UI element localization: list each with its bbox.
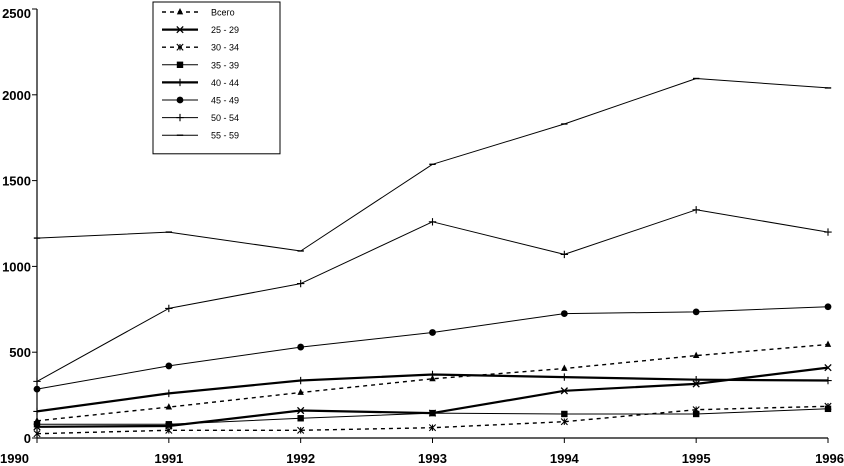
y-tick-label: 2000 xyxy=(2,88,31,103)
series-5 xyxy=(33,370,832,416)
data-point xyxy=(33,407,41,416)
legend-marker xyxy=(176,25,184,34)
data-point xyxy=(297,406,305,415)
data-point xyxy=(560,310,568,317)
data-point xyxy=(165,421,173,428)
data-point xyxy=(428,370,437,379)
legend-entry: 40 - 44 xyxy=(162,78,239,88)
data-point xyxy=(165,426,173,434)
data-point xyxy=(297,415,304,422)
x-tick-label: 1994 xyxy=(550,451,580,466)
legend-entry: 30 - 34 xyxy=(162,43,239,53)
y-tick-label: 1500 xyxy=(2,174,31,189)
legend-entry: 50 - 54 xyxy=(162,113,239,123)
series-3 xyxy=(33,402,832,438)
x-tick-label: 1990 xyxy=(0,451,29,466)
legend-marker xyxy=(176,78,184,87)
legend-marker xyxy=(176,96,184,104)
x-tick-label: 1995 xyxy=(682,451,711,466)
data-point xyxy=(692,375,700,384)
legend-entry: 55 - 59 xyxy=(162,131,239,141)
data-point xyxy=(429,329,436,336)
legend: Всего 25 - 29 30 - 34 35 - 39 40 - 44 45 - 49… xyxy=(152,1,281,155)
legend-marker xyxy=(176,8,184,15)
legend-entry: 45 - 49 xyxy=(162,96,239,106)
y-tick-label: 500 xyxy=(9,345,31,360)
legend-marker xyxy=(176,43,184,51)
data-point xyxy=(560,418,568,426)
legend-entry: 25 - 29 xyxy=(162,25,239,35)
data-point xyxy=(692,351,700,359)
data-point xyxy=(824,405,832,413)
series-6 xyxy=(33,303,832,393)
legend-label: 40 - 44 xyxy=(211,78,239,88)
y-tick-label: 0 xyxy=(24,431,31,446)
series-4 xyxy=(33,405,832,428)
data-point xyxy=(692,206,700,214)
legend-label: 30 - 34 xyxy=(211,43,239,53)
data-point xyxy=(429,409,436,417)
data-point xyxy=(824,340,832,347)
legend-label: 45 - 49 xyxy=(211,96,239,106)
legend-label: 35 - 39 xyxy=(211,60,239,70)
series-group xyxy=(33,77,832,438)
data-point xyxy=(824,228,832,236)
data-point xyxy=(165,304,173,313)
data-point xyxy=(297,388,304,395)
data-point xyxy=(824,363,832,372)
legend-label: Всего xyxy=(211,8,235,18)
data-point xyxy=(692,410,700,418)
data-point xyxy=(560,373,569,381)
data-point xyxy=(692,380,700,388)
data-point xyxy=(560,250,569,259)
data-point xyxy=(165,389,173,398)
axes: 0 500 1000 1500 2000 2500 1990 1991 1992 1993 1994… xyxy=(0,6,844,466)
data-point xyxy=(296,279,305,288)
legend-box xyxy=(152,1,281,155)
x-tick-label: 1992 xyxy=(286,451,315,466)
y-tick-label: 2500 xyxy=(2,6,31,21)
data-point xyxy=(33,377,41,386)
data-point xyxy=(297,426,305,434)
series-line xyxy=(36,209,829,382)
data-point xyxy=(296,376,305,385)
data-point xyxy=(428,424,437,432)
x-tick-label: 1991 xyxy=(154,451,183,466)
data-point xyxy=(33,421,41,428)
data-point xyxy=(561,364,568,371)
series-8 xyxy=(33,77,832,252)
data-point xyxy=(165,403,173,410)
series-7 xyxy=(33,206,832,386)
x-tick-label: 1996 xyxy=(815,451,844,466)
x-tick-label: 1993 xyxy=(418,451,447,466)
data-point xyxy=(33,385,41,393)
data-point xyxy=(561,410,568,418)
data-point xyxy=(428,218,437,226)
y-tick-label: 1000 xyxy=(2,259,31,274)
data-point xyxy=(824,303,832,311)
legend-label: 50 - 54 xyxy=(211,113,239,123)
data-point xyxy=(33,430,41,438)
legend-label: 55 - 59 xyxy=(211,131,239,141)
data-point xyxy=(165,362,173,370)
legend-entry: Всего xyxy=(162,8,235,18)
legend-marker xyxy=(176,113,184,122)
data-point xyxy=(560,387,568,395)
data-point xyxy=(824,376,832,385)
legend-marker xyxy=(176,61,184,68)
legend-entry: 35 - 39 xyxy=(162,60,239,70)
legend-label: 25 - 29 xyxy=(211,25,239,35)
data-point xyxy=(692,308,700,316)
data-point xyxy=(297,343,305,351)
